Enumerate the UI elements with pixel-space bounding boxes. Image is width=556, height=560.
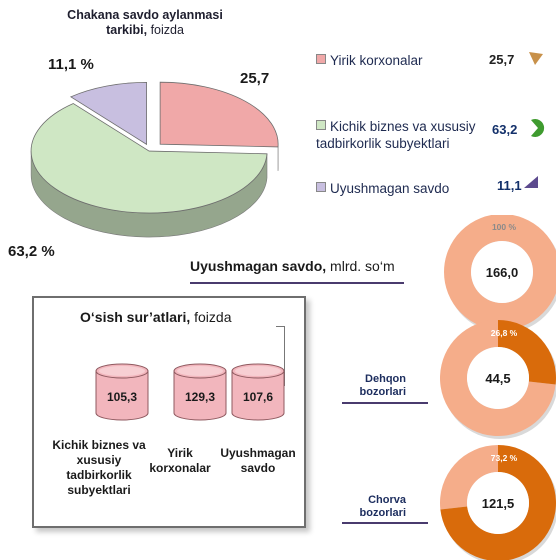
legend-value-small-business: 63,2	[492, 122, 518, 137]
legend-label: Kichik biznes va xususiy tadbirkorlik su…	[316, 119, 476, 151]
growth-caption-large-enterprises: Yirik korxonalar	[149, 446, 211, 475]
donut-rest-segment	[440, 320, 556, 436]
donut-share-segment	[440, 445, 556, 560]
unorganized-trade-title: Uyushmagan savdo, mlrd. so‘m	[190, 258, 395, 274]
market-donut-charts: 166,0 100 % 44,5 26,8 % 121,5 73,2 %	[440, 215, 556, 560]
pie-chart-title: Chakana savdo aylanmasi tarkibi, foizda	[50, 8, 240, 38]
pie-slice-small-business	[30, 103, 268, 214]
donut-center-value: 44,5	[485, 371, 510, 386]
pie-title-unit: foizda	[150, 23, 184, 37]
donut-share-segment	[498, 320, 556, 385]
growth-title: O‘sish sur’atlari, foizda	[80, 309, 231, 325]
donut-label-underline	[342, 522, 428, 524]
donut-center-value: 166,0	[486, 265, 519, 280]
legend-label: Uyushmagan savdo	[330, 181, 450, 196]
cylinder-unorganized: 107,6	[231, 363, 285, 421]
legend-value-unorganized: 11,1	[497, 178, 522, 193]
donut-rest-segment	[440, 445, 498, 510]
legend-swatch	[316, 120, 326, 130]
pie-wedge-icon	[531, 119, 545, 137]
growth-title-unit: foizda	[194, 309, 232, 325]
pie-slice-large-enterprises	[159, 81, 279, 148]
donut-share-label: 26,8 %	[491, 328, 518, 338]
cylinder-large-enterprises: 129,3	[173, 363, 227, 421]
donut-chorva-bozorlari: 121,5 73,2 %	[440, 445, 556, 560]
legend-swatch	[316, 182, 326, 192]
retail-structure-pie-chart	[30, 81, 279, 238]
donut-ring	[444, 215, 556, 330]
donut-dehqon-bozorlari: 44,5 26,8 %	[440, 320, 556, 439]
donut-label-underline	[342, 402, 428, 404]
unorganized-title-bold: Uyushmagan savdo,	[190, 258, 327, 274]
donut-label-chorva: Chorva bozorlari	[359, 494, 406, 519]
pie-slice-unorganized	[69, 81, 147, 146]
pie-wedge-icon	[529, 52, 543, 65]
legend-swatch	[316, 54, 326, 64]
cylinder-value: 105,3	[107, 390, 137, 404]
legend-item-small-business: Kichik biznes va xususiy tadbirkorlik su…	[316, 118, 494, 152]
donut-share-label: 100 %	[492, 222, 517, 232]
tick-line	[276, 326, 284, 327]
donut-label-dehqon: Dehqon bozorlari	[359, 373, 406, 398]
heading-underline	[190, 282, 404, 284]
cylinder-value: 129,3	[185, 390, 215, 404]
tick-line	[284, 326, 285, 386]
legend-item-unorganized: Uyushmagan savdo	[316, 180, 486, 197]
pie-title-bold: Chakana savdo aylanmasi tarkibi,	[67, 8, 223, 37]
pie-label-small-business: 63,2 %	[8, 243, 55, 260]
donut-share-label: 73,2 %	[491, 453, 518, 463]
legend-label: Yirik korxonalar	[330, 53, 423, 68]
pie-wedge-icon	[524, 176, 538, 188]
growth-caption-unorganized: Uyushmagan savdo	[220, 446, 296, 475]
cylinder-value: 107,6	[243, 390, 273, 404]
donut-unorganized-total: 166,0 100 %	[444, 215, 556, 333]
legend-item-large-enterprises: Yirik korxonalar	[316, 52, 496, 69]
unorganized-title-unit: mlrd. so‘m	[330, 258, 395, 274]
pie-label-large-enterprises: 25,7	[240, 70, 270, 87]
legend-value-large-enterprises: 25,7	[489, 52, 515, 67]
growth-title-bold: O‘sish sur’atlari,	[80, 309, 191, 325]
growth-cylinders: 105,3 129,3 107,6	[95, 363, 285, 421]
pie-label-unorganized: 11,1 %	[48, 56, 94, 73]
growth-caption-small-business: Kichik biznes va xususiy tadbirkorlik su…	[52, 438, 146, 497]
donut-center-value: 121,5	[482, 496, 515, 511]
cylinder-small-business: 105,3	[95, 363, 149, 421]
